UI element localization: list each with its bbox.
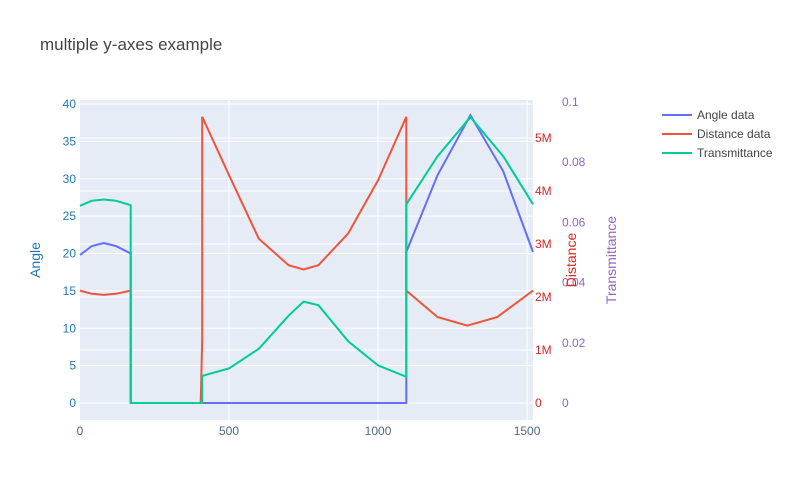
y-tick-label: 5 — [69, 359, 76, 373]
y3-axis-title: Transmittance — [603, 216, 619, 304]
y2-tick-label: 0 — [535, 396, 542, 410]
y-tick-label: 20 — [63, 247, 77, 261]
plot-background — [80, 100, 533, 420]
legend[interactable]: Angle data Distance data Transmittance — [662, 108, 773, 160]
y3-tick-label: 0.08 — [562, 155, 586, 169]
chart-title: multiple y-axes example — [40, 35, 222, 54]
y-tick-label: 0 — [69, 396, 76, 410]
y-tick-label: 15 — [63, 284, 77, 298]
y-tick-label: 25 — [63, 209, 77, 223]
y2-tick-label: 1M — [535, 343, 552, 357]
x-tick-label: 500 — [219, 424, 239, 438]
x-tick-label: 1000 — [365, 424, 392, 438]
y-tick-label: 10 — [63, 321, 77, 335]
series-line-2[interactable] — [79, 115, 534, 404]
y2-axis-title: Distance — [563, 233, 579, 288]
y-axis-title: Angle — [27, 242, 43, 278]
y2-tick-label: 5M — [535, 131, 552, 145]
y2-tick-label: 4M — [535, 184, 552, 198]
legend-item-label[interactable]: Distance data — [697, 127, 771, 141]
y3-tick-label: 0.04 — [562, 276, 586, 290]
y-tick-label: 35 — [63, 134, 77, 148]
y3-tick-label: 0 — [562, 396, 569, 410]
y3-tick-label: 0.02 — [562, 336, 586, 350]
x-tick-label: 1500 — [514, 424, 541, 438]
y3-tick-label: 0.06 — [562, 215, 586, 229]
y-tick-label: 30 — [63, 172, 77, 186]
x-tick-label: 0 — [77, 424, 84, 438]
series-line-1[interactable] — [79, 116, 534, 404]
y2-tick-label: 2M — [535, 290, 552, 304]
legend-item-label[interactable]: Transmittance — [697, 146, 773, 160]
y-tick-label: 40 — [63, 97, 77, 111]
y2-tick-label: 3M — [535, 237, 552, 251]
y3-tick-label: 0.1 — [562, 95, 579, 109]
legend-item-label[interactable]: Angle data — [697, 108, 755, 122]
